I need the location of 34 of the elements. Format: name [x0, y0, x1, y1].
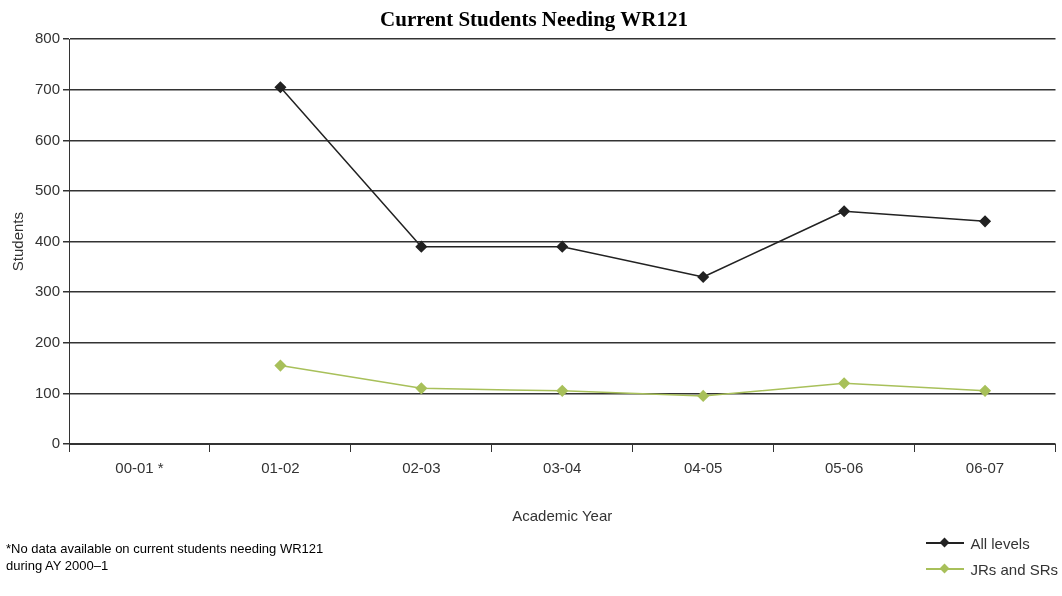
x-tick-label: 04-05	[684, 459, 723, 477]
y-axis-title: Students	[9, 211, 27, 272]
legend-label: All levels	[970, 534, 1030, 552]
x-tick-label: 02-03	[402, 459, 441, 477]
point	[697, 271, 709, 283]
point	[556, 385, 569, 397]
point	[838, 377, 850, 390]
point	[556, 240, 569, 253]
y-tick-label: 0	[51, 434, 61, 452]
y-tick-label: 500	[35, 181, 61, 199]
point	[697, 390, 709, 402]
y-tick-label: 800	[35, 29, 61, 47]
y-tick-label: 400	[35, 231, 61, 249]
point	[274, 359, 287, 372]
point	[979, 215, 991, 228]
y-tick-label: 700	[35, 79, 61, 97]
legend-label: JRs and SRs	[970, 560, 1058, 578]
chart-title: Current Students Needing WR121	[380, 7, 688, 32]
y-tick-label: 200	[35, 332, 61, 350]
y-tick-label: 300	[35, 282, 61, 300]
point	[979, 385, 991, 397]
x-tick-label: 03-04	[543, 459, 582, 477]
x-tick-label: 05-06	[824, 459, 864, 477]
point	[415, 240, 428, 253]
y-tick-label: 100	[35, 383, 61, 401]
x-tick-label: 01-02	[261, 459, 300, 477]
y-tick-label: 600	[35, 130, 61, 148]
point	[838, 205, 850, 217]
point	[415, 382, 428, 395]
x-axis-title: Academic Year	[512, 507, 613, 525]
text: *No data available on current students needing WR121 during AY 2000–1	[6, 540, 325, 574]
point	[274, 81, 287, 94]
x-tick-label: 00-01 *	[115, 459, 164, 477]
x-tick-label: 06-07	[965, 459, 1005, 477]
